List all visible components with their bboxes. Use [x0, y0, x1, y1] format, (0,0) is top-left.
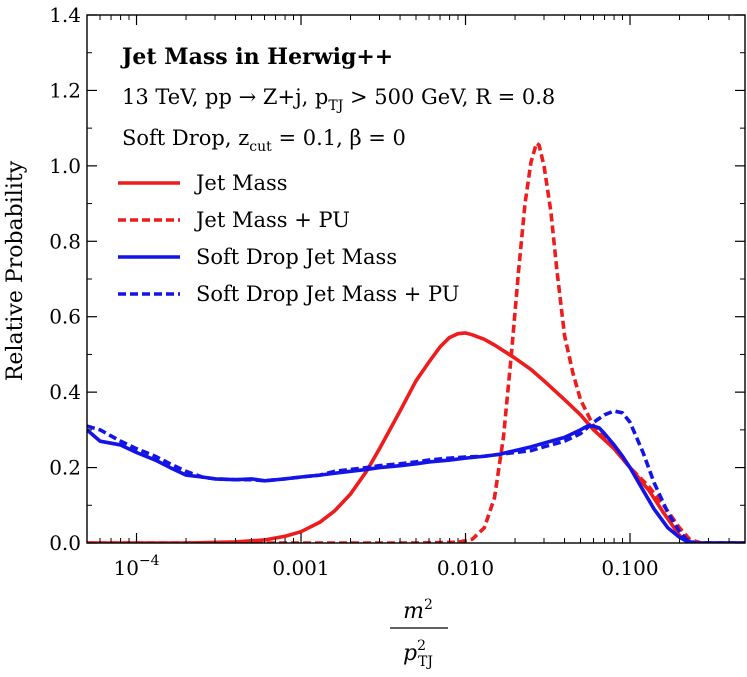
y-tick-label: 0.8 [49, 229, 81, 253]
x-tick-label: 0.100 [601, 556, 658, 580]
x-tick-label: 0.001 [272, 556, 329, 580]
chart-title: Jet Mass in Herwig++ [120, 44, 393, 70]
legend-label-1: Jet Mass [194, 171, 288, 195]
x-tick-label: 10−4 [113, 553, 159, 580]
x-tick-label: 0.010 [437, 556, 494, 580]
series-line-1 [87, 331, 745, 543]
y-tick-label: 0.0 [49, 531, 81, 555]
y-tick-label: 1.4 [49, 3, 81, 27]
legend-label-3: Soft Drop Jet Mass [196, 245, 397, 269]
y-axis-label: Relative Probability [3, 160, 28, 381]
series-line-2 [87, 141, 745, 543]
y-tick-label: 1.2 [49, 78, 81, 102]
y-tick-label: 0.4 [49, 380, 81, 404]
y-tick-label: 1.0 [49, 154, 81, 178]
chart-subtitle: 13 TeV, pp → Z+j, pTJ > 500 GeV, R = 0.8 [122, 85, 555, 114]
y-tick-label: 0.6 [49, 305, 81, 329]
x-axis-label-numerator: m2 [403, 597, 433, 624]
x-axis-label: m2 p2 TJ [390, 597, 448, 670]
x-axis-label-denominator: p2 TJ [403, 638, 433, 670]
series-line-4 [87, 409, 745, 543]
y-tick-label: 0.2 [49, 456, 81, 480]
legend-label-4: Soft Drop Jet Mass + PU [196, 282, 460, 306]
legend-label-2: Jet Mass + PU [194, 208, 350, 232]
series-group [87, 141, 745, 543]
ticks-group: 0.0 0.2 0.4 0.6 0.8 1.0 1.2 1.4 10−4 0.001 0.010 0.… [49, 3, 746, 580]
chart-subtitle-2: Soft Drop, zcut = 0.1, β = 0 [122, 126, 406, 155]
legend: Jet Mass Jet Mass + PU Soft Drop Jet Mass S… [118, 171, 460, 306]
